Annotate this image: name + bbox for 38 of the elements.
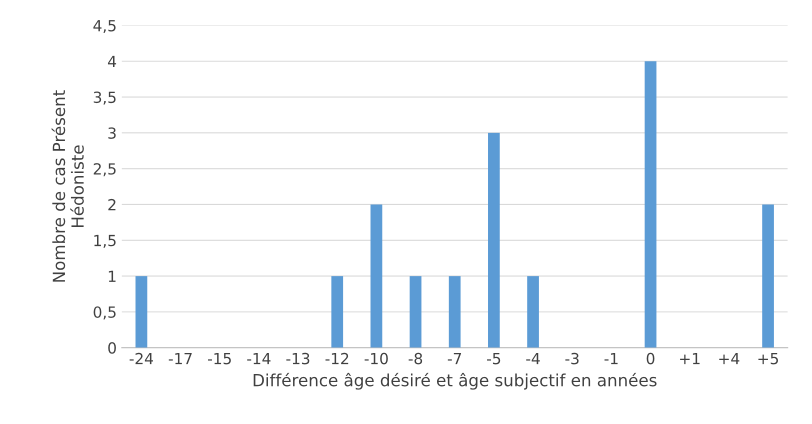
bar (448, 276, 461, 348)
x-tick-label: -24 (130, 352, 154, 364)
x-tick-label: -8 (408, 352, 422, 364)
bar (762, 204, 774, 348)
x-tick-label: -7 (448, 353, 462, 364)
x-tick-label: -17 (168, 353, 192, 364)
x-tick-label: 0 (646, 352, 654, 364)
y-tick-label: 3,5 (94, 92, 116, 105)
y-tick-label: 4,5 (93, 20, 116, 34)
x-tick-label: -5 (487, 353, 500, 364)
y-tick-label: 0,5 (94, 306, 116, 320)
bar (136, 276, 148, 348)
y-tick-label: 4 (108, 56, 116, 68)
y-tick-label: 1 (108, 270, 116, 282)
bar (644, 61, 656, 348)
x-tick-label: -13 (286, 352, 310, 364)
x-tick-label: +1 (680, 353, 700, 364)
x-tick-label: -4 (526, 353, 540, 364)
y-tick-label: 2 (108, 198, 116, 210)
y-axis-title: Nombre de cas Présent Hédoniste (52, 90, 84, 282)
x-tick-label: -14 (247, 353, 271, 364)
y-tick-label: 3 (108, 127, 116, 139)
x-tick-label: +5 (758, 353, 778, 364)
bar (331, 276, 344, 348)
y-tick-label: 2,5 (94, 163, 116, 176)
x-axis-title: Différence âge désiré et âge subjectif en années (254, 372, 657, 390)
y-tick-label: 0 (108, 342, 116, 354)
x-tick-label: -3 (565, 352, 579, 364)
bar (488, 132, 500, 348)
x-tick-label: -12 (325, 352, 348, 364)
x-tick-label: -1 (604, 353, 618, 364)
x-tick-label: -10 (364, 352, 388, 364)
bar (410, 276, 422, 348)
bar (527, 276, 539, 348)
x-tick-label: +4 (719, 353, 740, 364)
bar (370, 204, 382, 348)
y-tick-label: 1,5 (94, 234, 116, 248)
x-tick-label: -15 (208, 353, 231, 364)
